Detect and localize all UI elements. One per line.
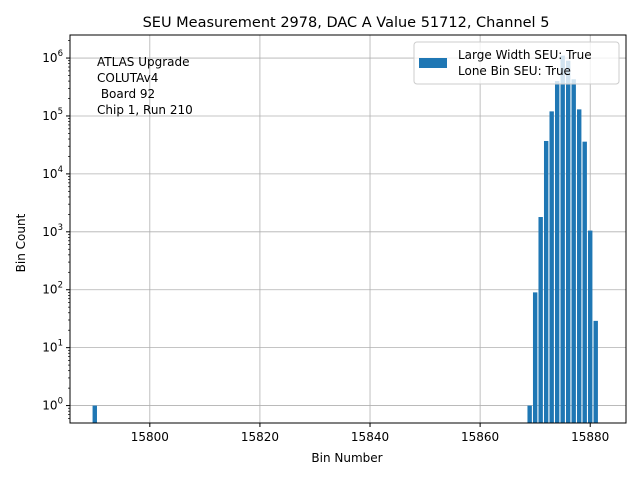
- y-axis-ticks: 100 101 102 103 104 105 106: [42, 40, 70, 419]
- histogram-bar-6: [554, 81, 560, 423]
- x-tick-label-1: 15820: [241, 430, 279, 444]
- x-axis-label: Bin Number: [311, 451, 382, 465]
- histogram-bar-5: [549, 111, 554, 423]
- x-tick-label-3: 15860: [461, 430, 499, 444]
- y-axis-label: Bin Count: [14, 213, 28, 272]
- histogram-bar-10: [577, 109, 582, 423]
- histogram-bar-3: [538, 217, 543, 423]
- legend: Large Width SEU: True Lone Bin SEU: True: [413, 41, 620, 85]
- histogram-bars: [92, 55, 598, 424]
- axes: [69, 34, 627, 424]
- x-tick-label-0: 15800: [131, 430, 169, 444]
- legend-entry-2: Lone Bin SEU: True: [458, 64, 571, 78]
- y-tick-label-1: 101: [42, 339, 63, 355]
- histogram-bar-2: [532, 292, 538, 423]
- histogram-bar-12: [588, 230, 593, 423]
- plot-frame: [69, 34, 627, 424]
- histogram-bar-0: [92, 405, 97, 423]
- x-tick-label-2: 15840: [351, 430, 389, 444]
- y-tick-label-3: 103: [42, 223, 63, 239]
- histogram-bar-4: [543, 140, 549, 424]
- legend-swatch: [419, 58, 447, 68]
- y-tick-label-0: 100: [42, 397, 63, 413]
- y-tick-label-6: 106: [42, 49, 63, 65]
- histogram-bar-8: [565, 60, 571, 424]
- info-annotation: ATLAS Upgrade COLUTAv4 Board 92 Chip 1, …: [97, 55, 193, 117]
- annotation-line-4: Chip 1, Run 210: [97, 103, 193, 117]
- x-axis-ticks: 15800 15820 15840 15860 15880: [131, 423, 609, 444]
- legend-frame: [413, 41, 620, 85]
- y-tick-label-2: 102: [42, 281, 63, 297]
- histogram-bar-1: [527, 405, 532, 423]
- grid-lines: [70, 35, 626, 423]
- histogram-bar-7: [560, 55, 565, 423]
- histogram-bar-9: [571, 79, 576, 423]
- annotation-line-1: ATLAS Upgrade: [97, 55, 190, 69]
- y-tick-label-5: 105: [42, 107, 63, 123]
- annotation-line-3: Board 92: [97, 87, 155, 101]
- histogram-bar-11: [582, 141, 587, 424]
- legend-entry-1: Large Width SEU: True: [458, 48, 592, 62]
- y-tick-label-4: 104: [42, 165, 63, 181]
- histogram-bar-13: [593, 320, 598, 423]
- chart-title: SEU Measurement 2978, DAC A Value 51712,…: [143, 15, 550, 31]
- annotation-line-2: COLUTAv4: [97, 71, 158, 85]
- x-tick-label-4: 15880: [571, 430, 609, 444]
